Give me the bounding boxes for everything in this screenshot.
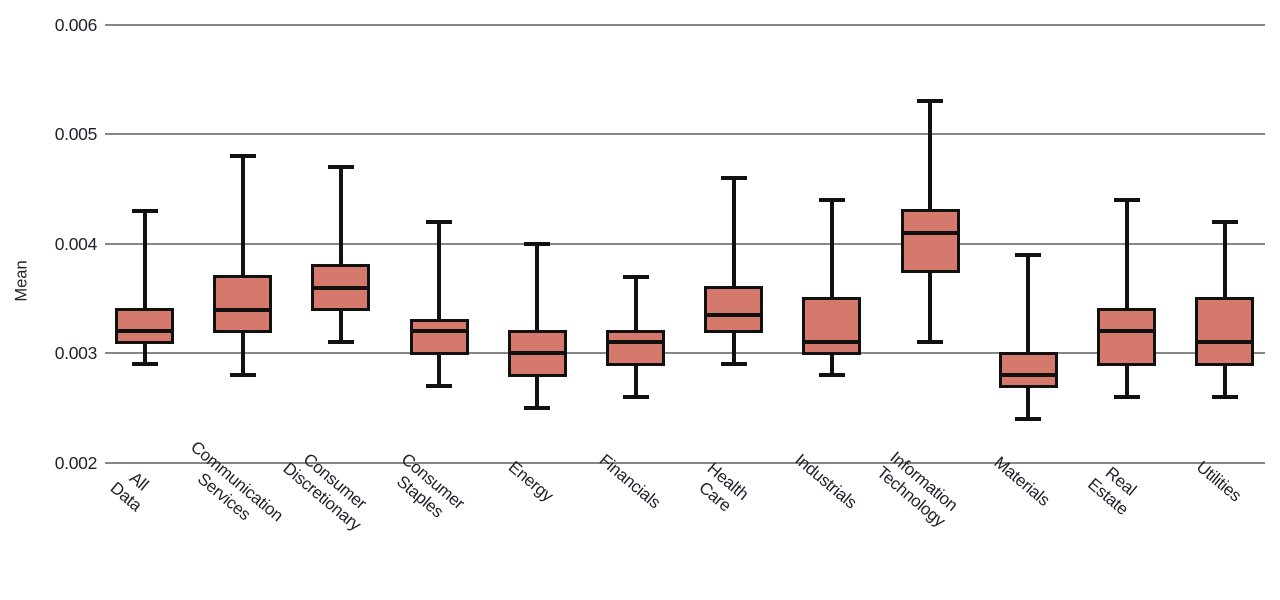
median-line — [606, 340, 665, 345]
whisker-cap-bottom — [1015, 417, 1042, 422]
whisker-cap-bottom — [720, 362, 747, 367]
median-line — [507, 351, 567, 356]
x-tick-label: Real Estate — [1083, 463, 1140, 519]
y-tick-label: 0.002 — [54, 453, 98, 473]
whisker-cap-top — [622, 274, 649, 279]
whisker-cap-top — [1113, 197, 1140, 202]
x-tick-label: Health Care — [694, 458, 752, 516]
whisker-stem — [338, 167, 343, 343]
iqr-box — [1097, 308, 1156, 366]
iqr-box — [409, 318, 469, 355]
whisker-cap-top — [720, 175, 747, 180]
whisker-cap-top — [1211, 219, 1238, 224]
whisker-cap-top — [229, 154, 256, 159]
iqr-box — [704, 286, 764, 333]
whisker-stem — [437, 221, 442, 387]
whisker-stem — [1026, 254, 1031, 420]
gridline — [105, 462, 1265, 464]
iqr-box — [213, 275, 273, 333]
y-axis-title: Mean — [12, 260, 31, 302]
y-tick-label: 0.003 — [54, 343, 98, 364]
median-line — [998, 373, 1058, 378]
gridline — [105, 352, 1265, 355]
whisker-stem — [240, 156, 245, 376]
whisker-stem — [535, 243, 540, 409]
whisker-cap-top — [1015, 252, 1042, 257]
x-tick-label: Communication Services — [186, 437, 287, 526]
x-tick-label: All Data — [106, 468, 152, 516]
whisker-cap-bottom — [622, 395, 649, 400]
whisker-cap-bottom — [327, 340, 354, 345]
iqr-box — [998, 351, 1058, 388]
whisker-stem — [829, 199, 834, 376]
iqr-box — [1195, 297, 1255, 366]
median-line — [704, 313, 764, 317]
x-tick-label: Consumer Discretionary — [279, 449, 371, 535]
iqr-box — [606, 329, 665, 366]
iqr-box — [900, 209, 960, 273]
y-tick-label: 0.004 — [54, 233, 98, 254]
x-tick-label: Financials — [595, 450, 664, 513]
whisker-cap-bottom — [1113, 395, 1140, 400]
y-tick-label: 0.005 — [54, 124, 98, 145]
median-line — [1195, 340, 1255, 345]
median-line — [900, 230, 960, 235]
gridline — [105, 133, 1265, 136]
x-tick-label: Information Technology — [873, 447, 962, 531]
whisker-cap-bottom — [818, 373, 845, 378]
median-line — [213, 307, 273, 312]
whisker-stem — [1124, 199, 1129, 398]
whisker-cap-bottom — [426, 384, 453, 389]
x-tick-label: Industrials — [791, 450, 861, 513]
median-line — [311, 285, 371, 290]
whisker-cap-top — [131, 208, 158, 213]
whisker-cap-top — [327, 165, 354, 169]
whisker-cap-bottom — [229, 373, 256, 378]
whisker-stem — [142, 210, 147, 365]
whisker-cap-top — [426, 219, 453, 224]
whisker-cap-bottom — [1211, 395, 1238, 400]
whisker-cap-bottom — [131, 362, 158, 367]
iqr-box — [802, 297, 862, 355]
whisker-cap-top — [524, 241, 551, 246]
median-line — [115, 329, 174, 334]
median-line — [1097, 329, 1156, 334]
whisker-cap-top — [917, 99, 944, 104]
x-tick-label: Energy — [505, 457, 558, 506]
x-tick-label: Utilities — [1192, 457, 1245, 506]
gridline — [105, 242, 1265, 245]
iqr-box — [115, 308, 174, 344]
median-line — [409, 329, 469, 334]
whisker-cap-bottom — [524, 406, 551, 411]
whisker-stem — [731, 177, 736, 365]
whisker-cap-top — [818, 197, 845, 202]
whisker-cap-bottom — [917, 340, 944, 345]
gridline — [105, 23, 1265, 26]
y-tick-label: 0.006 — [54, 14, 98, 35]
median-line — [802, 340, 862, 345]
